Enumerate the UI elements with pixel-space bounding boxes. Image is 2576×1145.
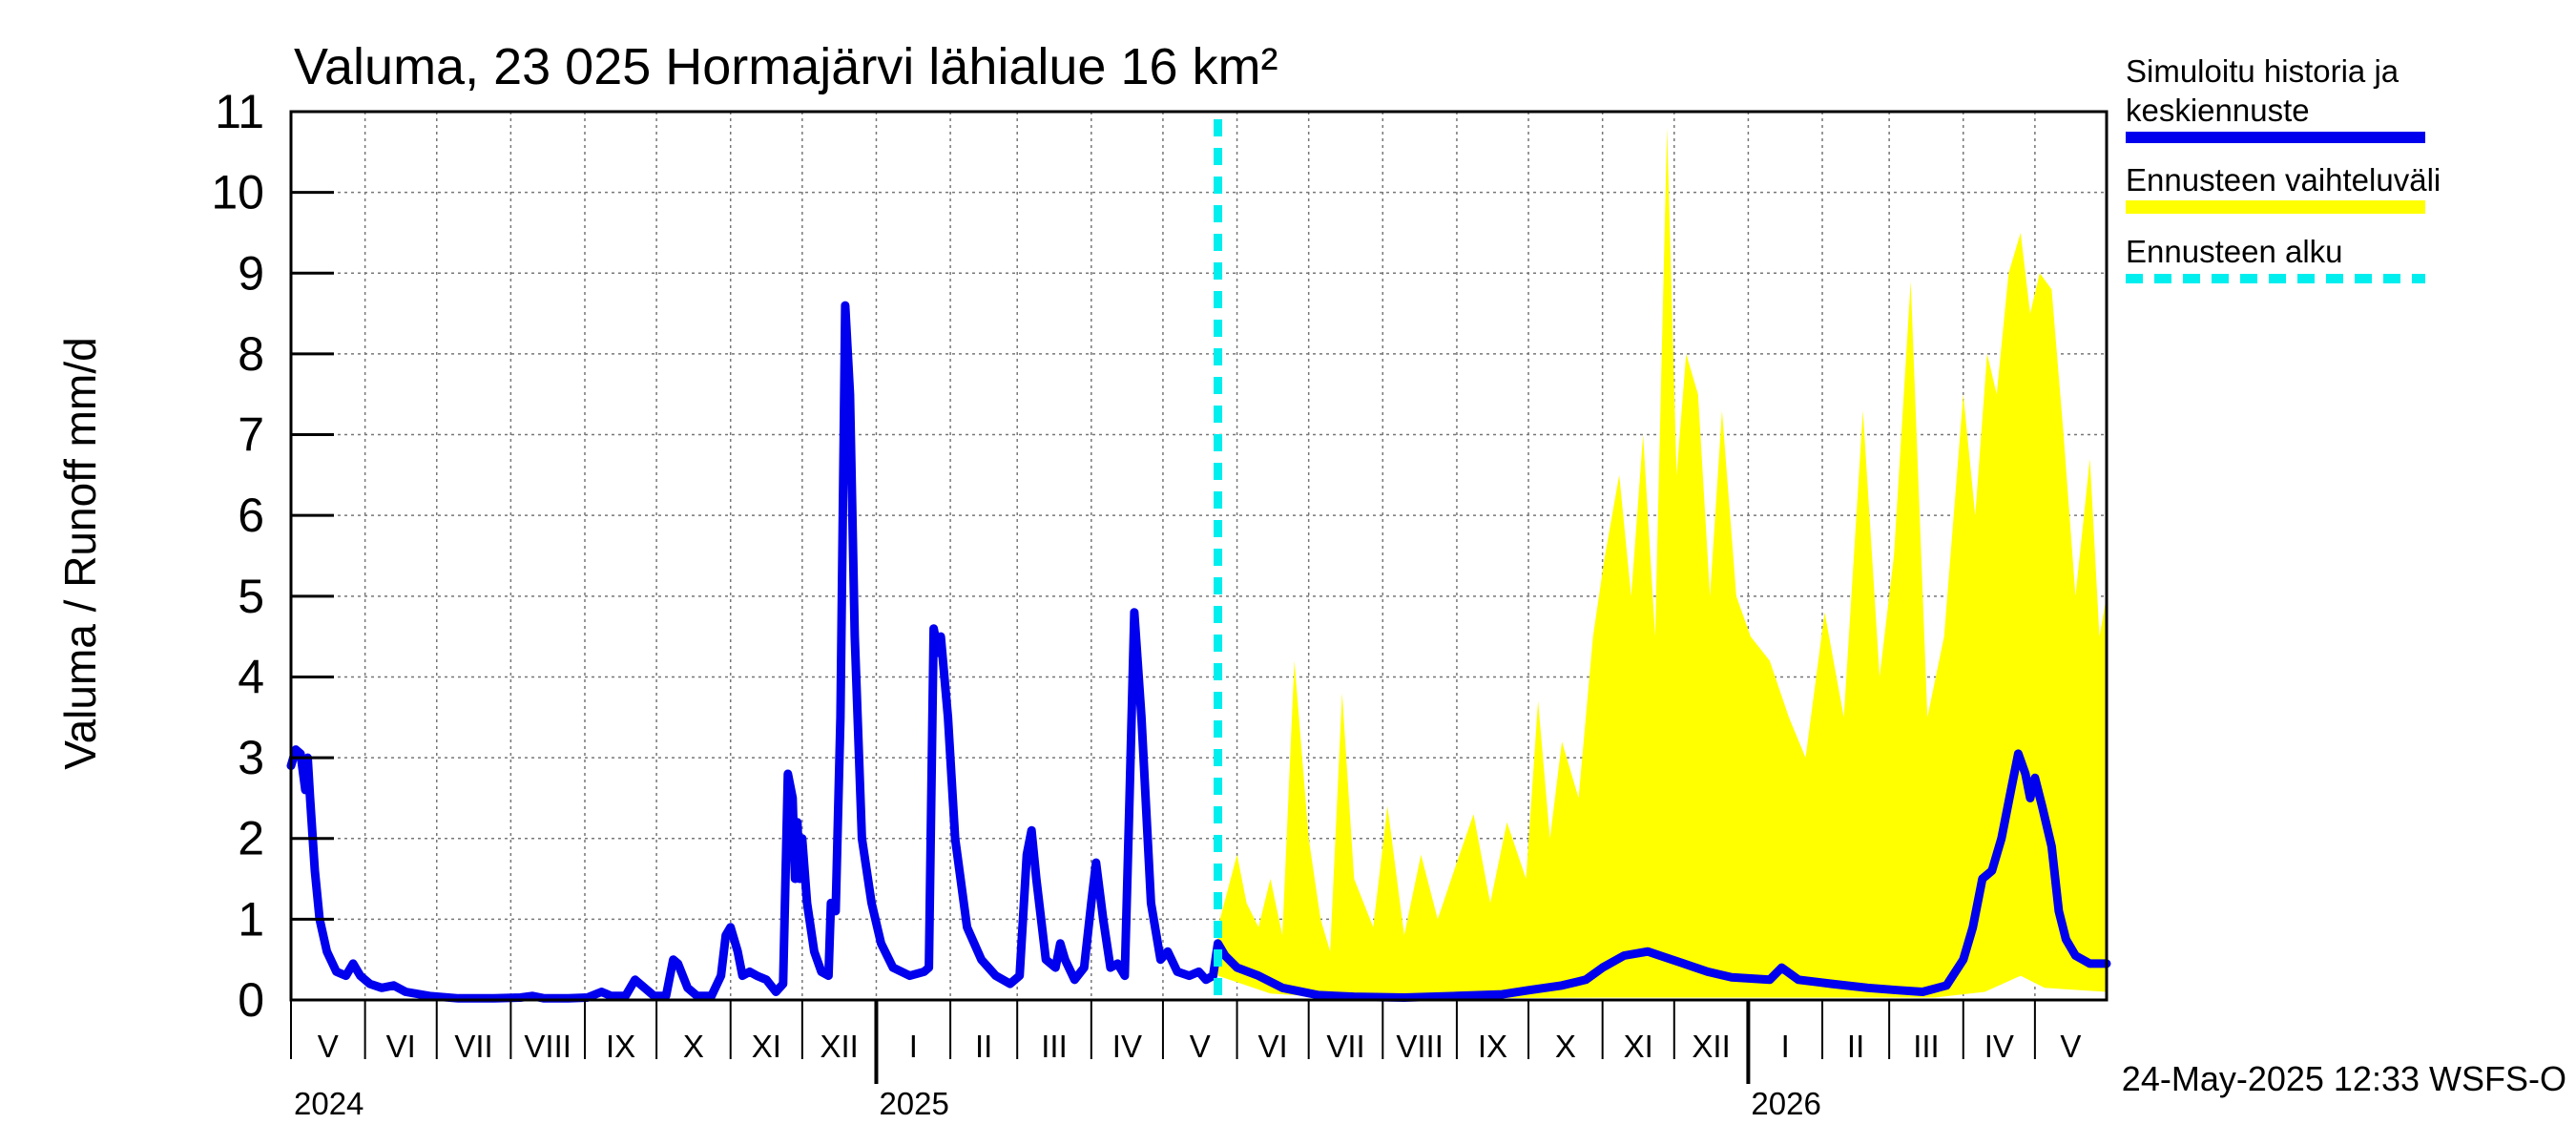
x-tick-label-5: X (683, 1029, 704, 1064)
x-tick-label-7: XII (820, 1029, 858, 1064)
legend-label-forecast-start: Ennusteen alku (2126, 234, 2343, 269)
x-tick-label-18: XI (1624, 1029, 1653, 1064)
y-tick-label-2: 2 (238, 812, 264, 865)
x-tick-labels: V VI VII VIII IX X XI XII I II III IV V VI VII VIII IX X X… (294, 1029, 2081, 1121)
x-tick-label-1: VI (386, 1029, 416, 1064)
y-tick-label-6: 6 (238, 489, 264, 542)
forecast-range-band-layer (1217, 127, 2107, 999)
axes (289, 110, 2109, 1084)
chart-title: Valuma, 23 025 Hormajärvi lähialue 16 km… (294, 38, 1278, 95)
year-label-1: 2025 (879, 1086, 948, 1121)
x-tick-label-17: X (1555, 1029, 1576, 1064)
legend-label-simulated-line1: Simuloitu historia ja (2126, 53, 2399, 89)
x-tick-label-15: VIII (1396, 1029, 1444, 1064)
x-tick-label-14: VII (1326, 1029, 1364, 1064)
x-tick-label-3: VIII (524, 1029, 571, 1064)
y-tick-label-10: 10 (211, 166, 264, 219)
x-tick-label-22: III (1913, 1029, 1940, 1064)
x-tick-label-0: V (318, 1029, 339, 1064)
y-tick-label-0: 0 (238, 973, 264, 1027)
x-tick-label-23: IV (1984, 1029, 2014, 1064)
x-tick-label-11: IV (1112, 1029, 1142, 1064)
legend-label-simulated-line2: keskiennuste (2126, 93, 2310, 128)
series-line-0 (286, 301, 2111, 1003)
x-tick-label-12: V (1190, 1029, 1211, 1064)
y-tick-label-5: 5 (238, 570, 264, 623)
x-tick-label-19: XII (1692, 1029, 1730, 1064)
plot-frame (289, 110, 2109, 1002)
x-tick-label-9: II (975, 1029, 992, 1064)
grid (291, 111, 2107, 1000)
y-tick-label-1: 1 (238, 892, 264, 946)
x-tick-label-6: XI (752, 1029, 781, 1064)
x-tick-label-20: I (1781, 1029, 1790, 1064)
y-tick-label-11: 11 (215, 85, 264, 138)
x-tick-label-2: VII (454, 1029, 492, 1064)
year-label-0: 2024 (294, 1086, 364, 1121)
y-tick-labels: 0 1 2 3 4 5 6 7 8 9 10 11 (211, 85, 264, 1027)
x-tick-label-21: II (1847, 1029, 1864, 1064)
forecast-range-band (1217, 127, 2107, 999)
y-tick-label-4: 4 (238, 650, 264, 703)
y-tick-label-7: 7 (238, 408, 264, 462)
x-tick-label-13: VI (1258, 1029, 1288, 1064)
x-tick-label-10: III (1041, 1029, 1068, 1064)
x-tick-label-16: IX (1478, 1029, 1507, 1064)
x-tick-label-8: I (909, 1029, 918, 1064)
series-line-layer (286, 301, 2111, 1003)
x-tick-label-24: V (2060, 1029, 2081, 1064)
y-tick-label-3: 3 (238, 731, 264, 784)
y-axis-label: Valuma / Runoff mm/d (55, 337, 105, 769)
x-tick-label-4: IX (606, 1029, 635, 1064)
year-label-2: 2026 (1751, 1086, 1820, 1121)
y-tick-label-9: 9 (238, 246, 264, 300)
footer-timestamp: 24-May-2025 12:33 WSFS-O (2122, 1059, 2566, 1098)
legend-label-range: Ennusteen vaihteluväli (2126, 162, 2441, 198)
y-tick-label-8: 8 (238, 327, 264, 381)
legend: Simuloitu historia ja keskiennuste Ennus… (2126, 53, 2441, 283)
